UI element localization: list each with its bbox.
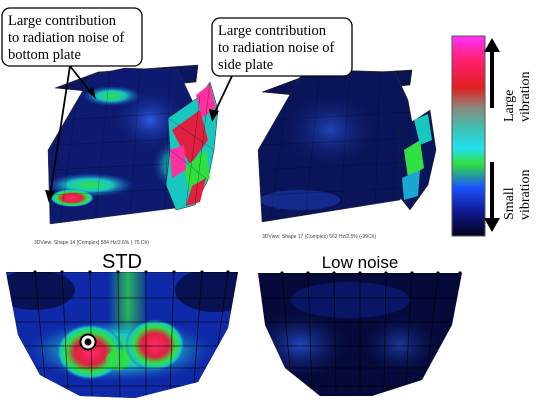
callout-line-3: side plate bbox=[218, 57, 273, 73]
low-noise-mesh-nodes bbox=[280, 271, 462, 275]
small-vibration-label: Small vibration bbox=[502, 169, 533, 220]
low-noise-mode-shape-3d bbox=[257, 69, 437, 223]
blue-region-top bbox=[290, 282, 410, 318]
callout-line-1: Large contribution bbox=[218, 23, 327, 39]
side-warm-3 bbox=[402, 170, 420, 200]
callout-side-plate: Large contribution to radiation noise of… bbox=[209, 17, 353, 122]
callout-line-2: to radiation noise of bbox=[8, 30, 125, 46]
color-scale-bar bbox=[451, 35, 486, 237]
up-arrow-icon bbox=[484, 38, 500, 52]
std-mode-shape-3d bbox=[47, 64, 219, 225]
large-vibration-label: Large vibration bbox=[502, 71, 533, 122]
hot-spot-left bbox=[56, 324, 124, 380]
pointer-arrow bbox=[213, 75, 233, 115]
low-noise-title: Low noise bbox=[322, 253, 399, 272]
low-noise-contour-map bbox=[258, 271, 462, 396]
pointer-arrowhead bbox=[209, 109, 219, 122]
hot-spot-right bbox=[125, 319, 185, 371]
dark-corner-left bbox=[6, 272, 75, 310]
right-caption: 3DView: Shape 17 (Complex) 562 Hz/2.5% (… bbox=[262, 234, 376, 240]
dark-corner-right bbox=[175, 272, 238, 312]
side-hot-5 bbox=[186, 178, 206, 206]
down-arrow-icon bbox=[484, 218, 500, 232]
std-mesh bbox=[6, 272, 238, 398]
callout-line-2: to radiation noise of bbox=[218, 40, 335, 56]
blue-glow bbox=[280, 90, 380, 170]
std-contour-map bbox=[6, 270, 238, 398]
blue-band bbox=[260, 190, 340, 210]
pointer-arrow-upper bbox=[69, 65, 93, 95]
pointer-arrow-lower bbox=[49, 65, 71, 197]
std-title: STD bbox=[102, 251, 142, 273]
callout-box bbox=[1, 7, 143, 67]
callout-line-1: Large contribution bbox=[8, 13, 117, 29]
pointer-arrowhead-upper bbox=[87, 87, 96, 99]
center-green bbox=[106, 350, 130, 370]
callout-bottom-plate: Large contribution to radiation noise of… bbox=[1, 7, 143, 203]
side-mesh bbox=[167, 81, 215, 207]
mesh-lines bbox=[259, 70, 416, 222]
left-caption: 3DView: Shape 14 [Complex] 584 Hz/2.6% (… bbox=[34, 240, 149, 246]
callout-box bbox=[211, 17, 353, 77]
vibration-color-scale: Large vibration Small vibration bbox=[451, 35, 533, 237]
side-warm-1 bbox=[404, 140, 424, 178]
side-hot-3 bbox=[184, 150, 210, 195]
low-noise-mesh bbox=[258, 273, 462, 396]
side-warm-2 bbox=[414, 114, 432, 145]
hot-zone-lower-red bbox=[50, 189, 94, 207]
pointer-arrowhead-lower bbox=[45, 190, 55, 203]
side-hot-1 bbox=[172, 110, 208, 165]
measurement-point-center bbox=[84, 338, 92, 346]
callout-line-3: bottom plate bbox=[8, 47, 81, 63]
blue-region-right bbox=[360, 315, 440, 375]
std-mesh-nodes bbox=[33, 270, 230, 274]
